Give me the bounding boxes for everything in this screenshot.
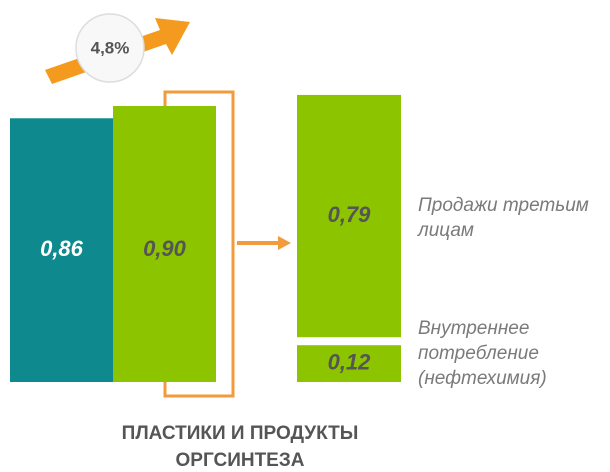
segment-label: Внутреннее потребление (нефтехимия) xyxy=(418,318,547,389)
bar xyxy=(10,118,113,383)
growth-label: 4,8% xyxy=(91,38,130,57)
value-label: 0,79 xyxy=(328,202,372,227)
value-label: 0,90 xyxy=(143,236,187,261)
stack-segment xyxy=(297,345,401,382)
value-label: 0,12 xyxy=(328,349,372,374)
segment-label: Продажи третьим лицам xyxy=(418,195,589,241)
chart-title: ПЛАСТИКИ И ПРОДУКТЫ ОРГСИНТЕЗА xyxy=(121,423,359,471)
stack-segment xyxy=(297,94,401,338)
bar xyxy=(113,106,216,382)
growth-circle xyxy=(75,13,145,83)
arrow-head xyxy=(278,236,291,250)
value-label: 0,86 xyxy=(40,236,84,261)
